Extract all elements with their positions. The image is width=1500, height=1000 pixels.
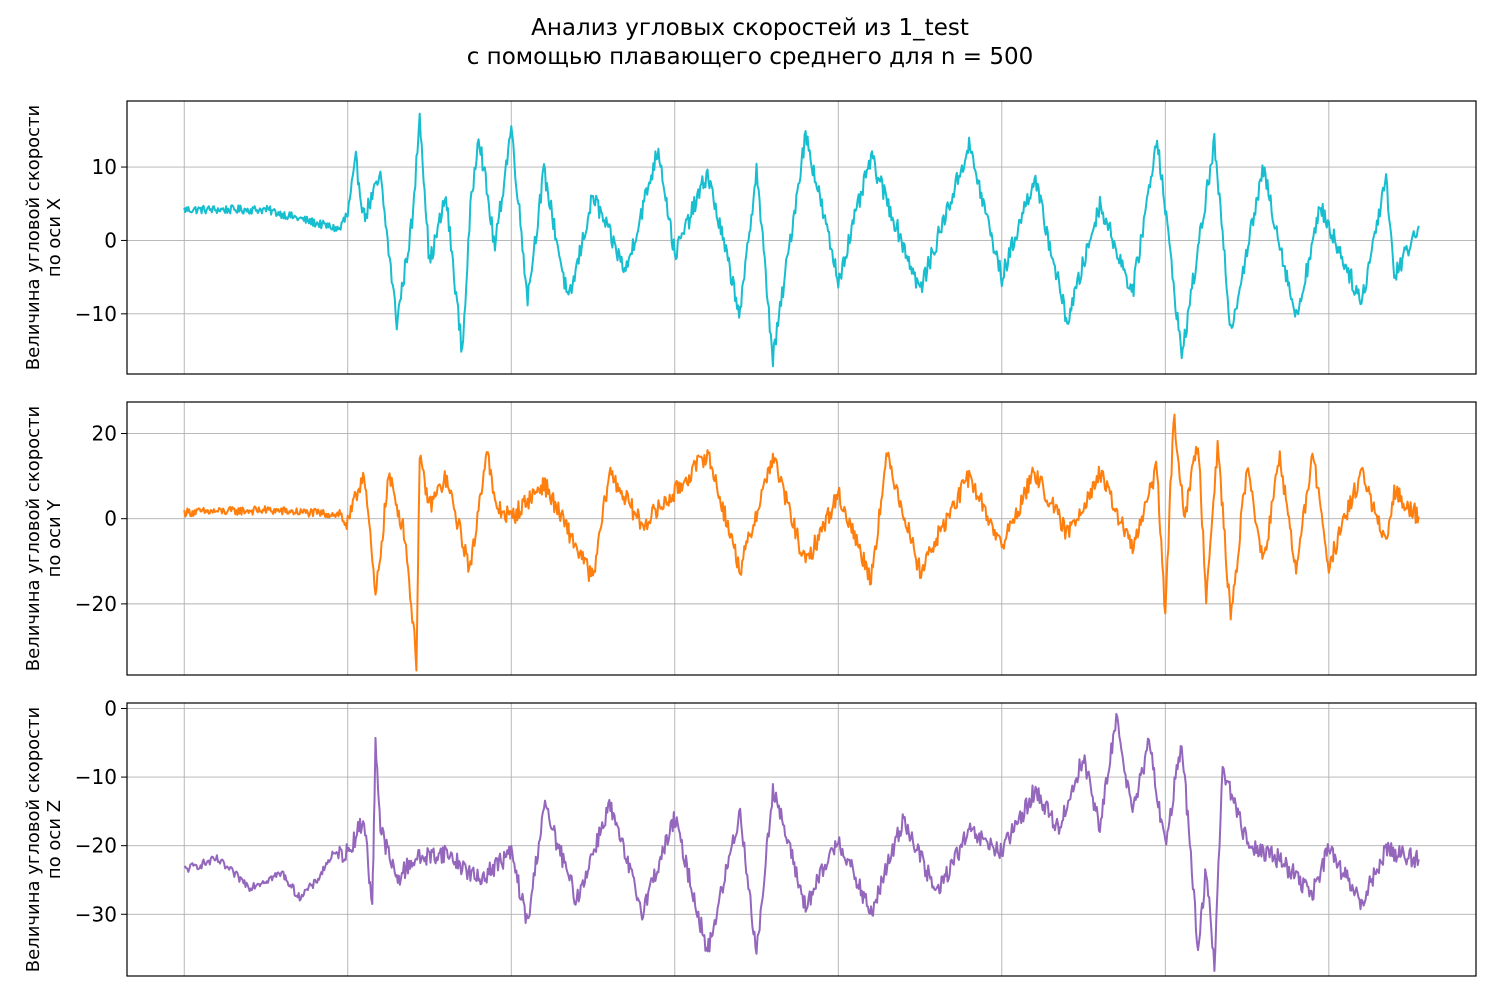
ylabel-z-line1: Величина угловой скорости xyxy=(23,707,44,972)
chart-title: Анализ угловых скоростей из 1_test с пом… xyxy=(0,14,1500,72)
ylabel-x-line2: по оси X xyxy=(44,198,65,277)
ylabel-x-line1: Величина угловой скорости xyxy=(23,105,44,370)
ytick-label-y-1: 0 xyxy=(104,507,117,531)
ylabel-x: Величина угловой скоростипо оси X xyxy=(23,105,65,370)
ytick-label-x-0: 10 xyxy=(92,155,117,179)
ylabel-y-line2: по оси Y xyxy=(44,499,65,578)
ylabel-y: Величина угловой скоростипо оси Y xyxy=(23,406,65,671)
ytick-label-z-2: −20 xyxy=(75,834,117,858)
chart-title-line2: с помощью плавающего среднего для n = 50… xyxy=(466,44,1034,70)
ytick-label-z-0: 0 xyxy=(104,696,117,720)
axes-frame-y xyxy=(126,401,1477,676)
axes-frame-x xyxy=(126,100,1477,375)
ytick-label-x-2: −10 xyxy=(75,302,117,326)
ylabel-z-line2: по оси Z xyxy=(44,800,65,879)
ylabel-z: Величина угловой скоростипо оси Z xyxy=(23,707,65,972)
series-line-x xyxy=(183,112,1420,368)
ytick-label-x-1: 0 xyxy=(104,228,117,252)
subplot-y-axis: 20 0 −20 Величина угловой скоростипо оси Y xyxy=(23,401,1477,676)
ylabel-y-line1: Величина угловой скорости xyxy=(23,406,44,671)
chart-title-line1: Анализ угловых скоростей из 1_test xyxy=(531,15,969,41)
series-line-y xyxy=(183,413,1420,672)
subplot-z-axis: 0 −10 −20 −30 Величина угловой скоростипо ос… xyxy=(23,696,1477,977)
ytick-label-z-1: −10 xyxy=(75,765,117,789)
subplot-x-axis: 10 0 −10 Величина угловой скоростипо оси X xyxy=(23,100,1477,375)
axes-frame-z xyxy=(126,702,1477,977)
ytick-label-y-0: 20 xyxy=(92,422,117,446)
ytick-label-z-3: −30 xyxy=(75,902,117,926)
series-line-z xyxy=(183,713,1420,972)
ytick-label-y-2: −20 xyxy=(75,592,117,616)
